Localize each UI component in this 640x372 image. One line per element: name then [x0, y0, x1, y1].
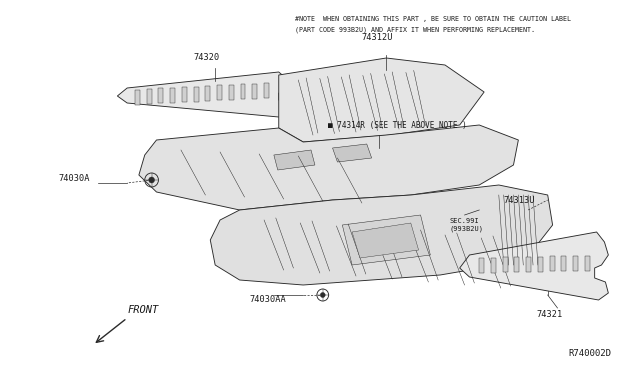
Polygon shape — [211, 185, 552, 285]
Text: 74320: 74320 — [194, 53, 220, 62]
Polygon shape — [342, 215, 430, 265]
Polygon shape — [159, 89, 163, 103]
Polygon shape — [205, 86, 211, 101]
Text: FRONT: FRONT — [127, 305, 158, 315]
Text: R740002D: R740002D — [568, 349, 611, 358]
Polygon shape — [252, 84, 257, 99]
Polygon shape — [279, 58, 484, 142]
Polygon shape — [139, 125, 518, 210]
Polygon shape — [264, 83, 269, 98]
Polygon shape — [241, 84, 246, 99]
Polygon shape — [573, 256, 578, 271]
Text: 74312U: 74312U — [362, 33, 394, 42]
Text: 74321: 74321 — [536, 310, 562, 319]
Polygon shape — [585, 256, 590, 271]
Text: (PART CODE 993B2U) AND AFFIX IT WHEN PERFORMING REPLACEMENT.: (PART CODE 993B2U) AND AFFIX IT WHEN PER… — [296, 26, 536, 32]
Polygon shape — [117, 72, 300, 118]
Polygon shape — [561, 256, 566, 271]
Polygon shape — [538, 257, 543, 272]
Text: ■ 74314R (SEE THE ABOVE NOTE ): ■ 74314R (SEE THE ABOVE NOTE ) — [328, 121, 467, 130]
Text: SEC.99I
(993B2U): SEC.99I (993B2U) — [450, 218, 484, 231]
Text: 74030A: 74030A — [59, 173, 90, 183]
Polygon shape — [182, 87, 187, 102]
Polygon shape — [217, 86, 222, 100]
Polygon shape — [491, 257, 496, 273]
Circle shape — [320, 292, 325, 298]
Polygon shape — [170, 88, 175, 103]
Polygon shape — [515, 257, 519, 272]
Polygon shape — [460, 232, 609, 300]
Polygon shape — [352, 223, 419, 258]
Text: 74313U: 74313U — [504, 196, 535, 205]
Polygon shape — [502, 257, 508, 272]
Polygon shape — [229, 85, 234, 100]
Polygon shape — [333, 144, 372, 162]
Polygon shape — [274, 150, 315, 170]
Text: #NOTE  WHEN OBTAINING THIS PART , BE SURE TO OBTAIN THE CAUTION LABEL: #NOTE WHEN OBTAINING THIS PART , BE SURE… — [296, 16, 572, 22]
Polygon shape — [194, 87, 198, 102]
Polygon shape — [550, 256, 554, 271]
Text: 74030AA: 74030AA — [250, 295, 286, 305]
Polygon shape — [526, 257, 531, 272]
Polygon shape — [479, 258, 484, 273]
Circle shape — [148, 177, 154, 183]
Polygon shape — [135, 90, 140, 105]
Polygon shape — [147, 89, 152, 104]
